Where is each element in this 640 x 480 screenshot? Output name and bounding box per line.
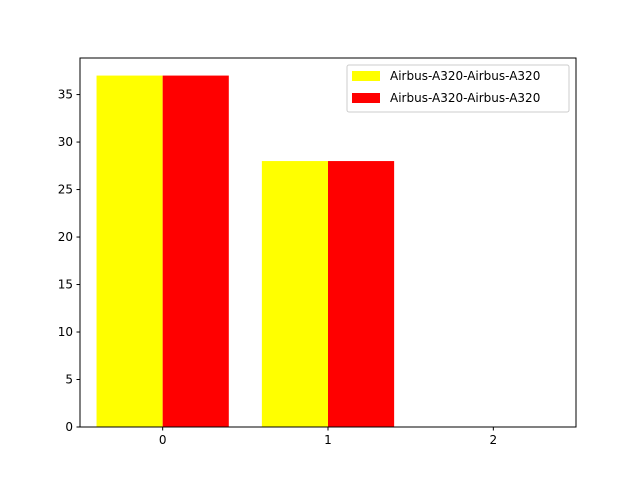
legend-label: Airbus-A320-Airbus-A320 — [390, 69, 540, 83]
y-axis: 0 5 10 15 20 25 30 35 — [58, 88, 80, 434]
x-tick-label: 0 — [159, 433, 167, 447]
y-tick-label: 35 — [58, 88, 73, 102]
legend-box — [346, 64, 570, 113]
y-tick-label: 30 — [58, 135, 73, 149]
legend: Airbus-A320-Airbus-A320 Airbus-A320-Airbu… — [346, 64, 570, 113]
y-tick-label: 15 — [58, 278, 73, 292]
bar-series-1-cat-0 — [162, 75, 229, 428]
y-tick-label: 25 — [58, 183, 73, 197]
x-tick-label: 1 — [324, 433, 332, 447]
legend-swatch — [352, 71, 380, 81]
y-tick-label: 5 — [65, 373, 73, 387]
bar-series-1-cat-1 — [328, 161, 395, 427]
legend-label: Airbus-A320-Airbus-A320 — [390, 91, 540, 105]
y-tick-label: 0 — [65, 420, 73, 434]
bar-series-0-cat-0 — [96, 75, 163, 428]
y-tick-label: 20 — [58, 230, 73, 244]
y-tick-label: 10 — [58, 325, 73, 339]
x-axis: 0 1 2 — [159, 427, 497, 447]
x-tick-label: 2 — [490, 433, 498, 447]
bar-series-0-cat-1 — [261, 161, 328, 427]
bars — [96, 75, 395, 428]
legend-swatch — [352, 93, 380, 103]
